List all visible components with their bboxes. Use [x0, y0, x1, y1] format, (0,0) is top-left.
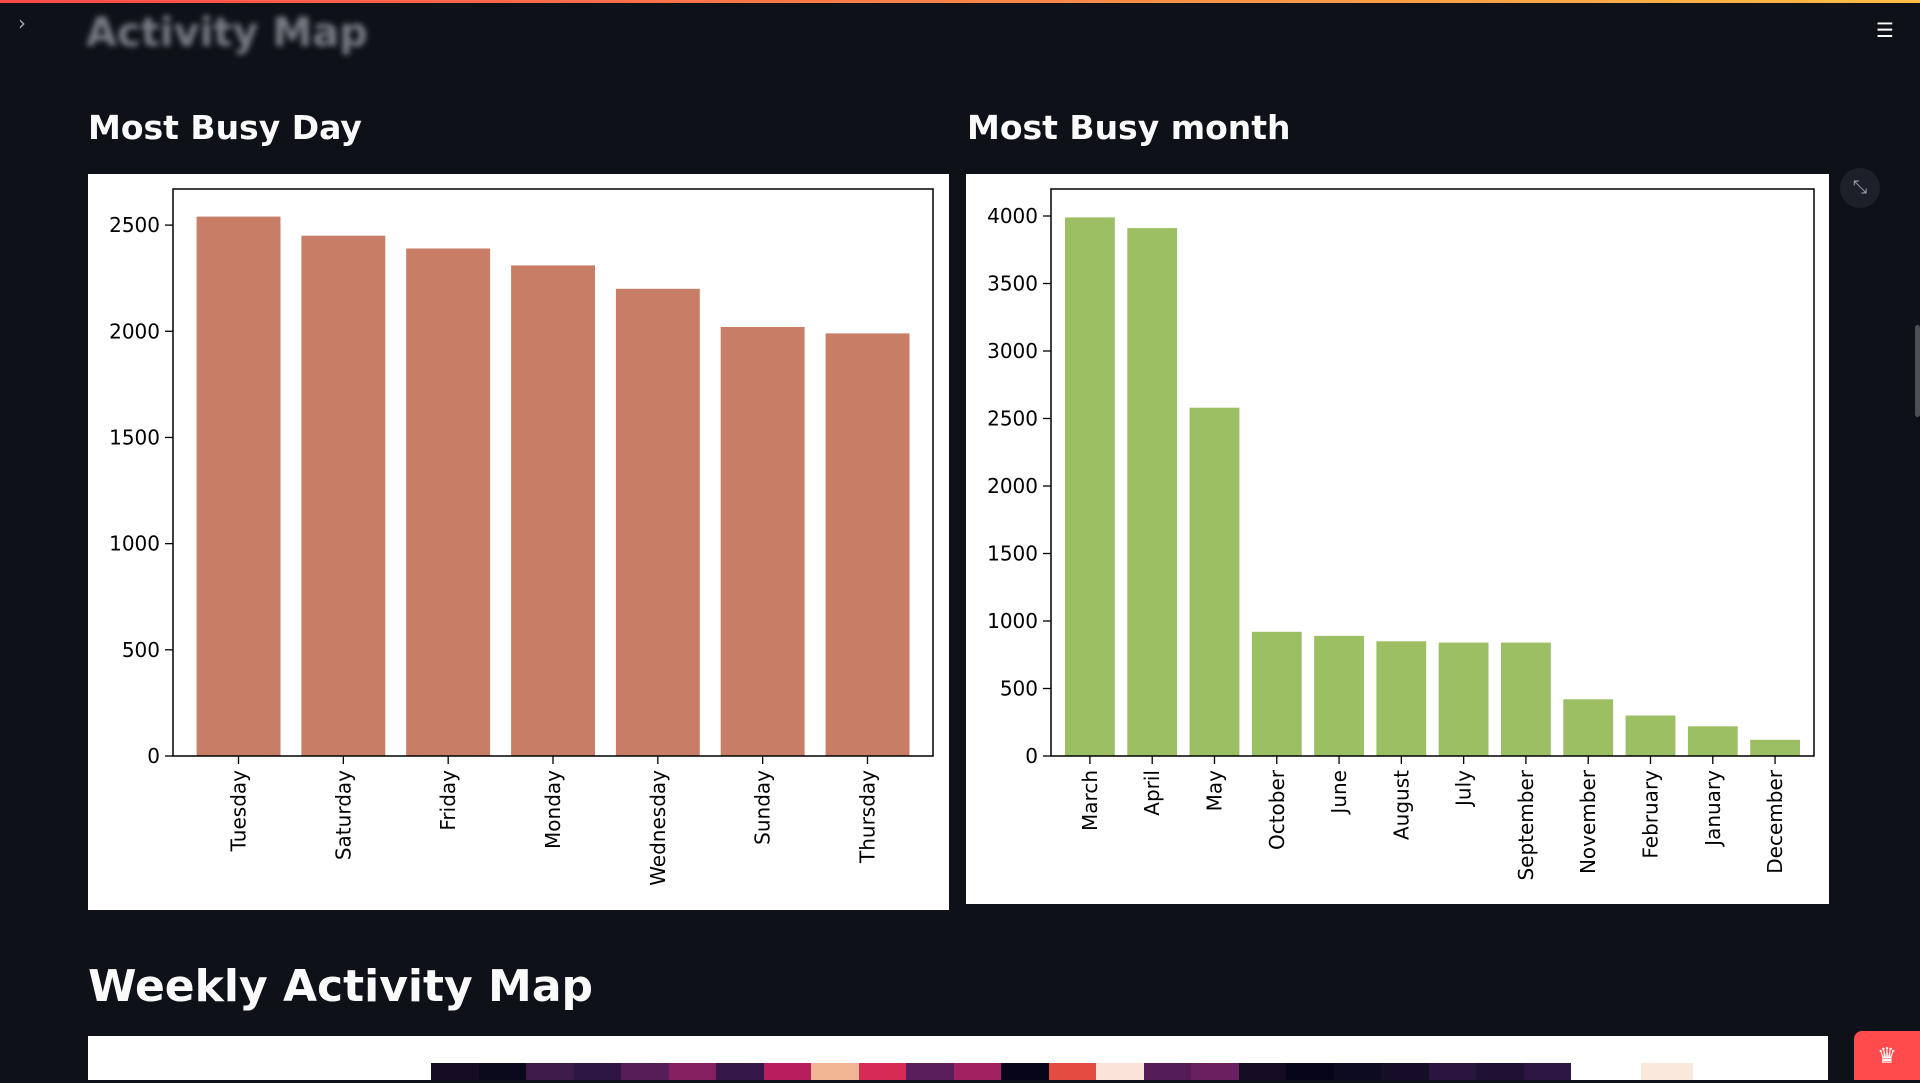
y-tick-label: 4000 — [987, 204, 1038, 228]
bar-december — [1750, 739, 1800, 756]
y-tick-label: 500 — [1000, 677, 1038, 701]
busy-month-bar-chart: March April May October June August July Septem… — [987, 188, 1815, 881]
y-tick-label: 0 — [147, 744, 160, 768]
x-tick-label: Tuesday — [227, 770, 251, 853]
x-tick-label: March — [1078, 770, 1102, 831]
heatmap-cell — [858, 1063, 906, 1080]
bar-monday — [511, 265, 595, 756]
section-title-weekly-activity-map: Weekly Activity Map — [88, 961, 594, 1012]
y-tick-label: 0 — [1025, 744, 1038, 768]
bar-november — [1563, 699, 1614, 756]
x-tick-label: October — [1265, 769, 1289, 850]
y-tick-label: 500 — [122, 638, 160, 662]
x-tick-label: Saturday — [331, 770, 355, 860]
heatmap-cell — [1048, 1063, 1096, 1080]
heatmap-cell — [1001, 1063, 1049, 1080]
heatmap-cell — [1333, 1063, 1381, 1080]
heatmap-cell — [431, 1063, 479, 1080]
heatmap-top-row — [431, 1063, 1571, 1080]
y-tick-label: 2500 — [109, 213, 160, 237]
bar-tuesday — [196, 216, 281, 757]
chart-card-busy-day: Tuesday Saturday Friday Monday Wednesday Sund… — [88, 174, 949, 910]
heatmap-card — [88, 1036, 1828, 1080]
y-tick-label: 3000 — [987, 339, 1038, 363]
heatmap-cell — [1286, 1063, 1334, 1080]
bar-august — [1376, 641, 1427, 757]
x-tick-label: January — [1701, 770, 1725, 848]
bar-july — [1438, 642, 1489, 756]
y-tick-label: 2500 — [987, 407, 1038, 431]
crown-icon[interactable]: ♛ — [1854, 1031, 1920, 1080]
heatmap-cell — [668, 1063, 716, 1080]
x-tick-label: November — [1576, 769, 1600, 874]
expand-icon[interactable]: ⤡ — [1840, 168, 1880, 208]
heatmap-cell — [1381, 1063, 1429, 1080]
x-tick-label: Friday — [436, 770, 460, 831]
bar-april — [1127, 228, 1178, 757]
heatmap-cell — [1523, 1063, 1571, 1080]
section-title-most-busy-day: Most Busy Day — [88, 108, 362, 147]
y-tick-label: 1000 — [987, 609, 1038, 633]
section-title-most-busy-month: Most Busy month — [967, 108, 1291, 147]
heatmap-cell — [1428, 1063, 1476, 1080]
bar-saturday — [301, 235, 386, 756]
bar-february — [1625, 715, 1676, 756]
top-decoration-stripe — [0, 0, 1920, 3]
bar-thursday — [825, 333, 910, 756]
x-tick-label: December — [1763, 769, 1787, 873]
x-tick-label: February — [1639, 770, 1663, 859]
plot-frame — [1050, 188, 1815, 757]
heatmap-cell — [1191, 1063, 1239, 1080]
bar-wednesday — [615, 288, 700, 756]
x-tick-label: Thursday — [856, 770, 880, 864]
hamburger-menu-icon[interactable]: ☰ — [1876, 18, 1894, 42]
heatmap-cell — [906, 1063, 954, 1080]
bar-march — [1065, 217, 1115, 756]
heatmap-cell — [1476, 1063, 1524, 1080]
heatmap-cell — [953, 1063, 1001, 1080]
y-tick-label: 1000 — [109, 532, 160, 556]
x-tick-label: August — [1389, 770, 1413, 840]
y-tick-label: 1500 — [109, 425, 160, 449]
y-tick-label: 3500 — [987, 272, 1038, 296]
heatmap-cell — [478, 1063, 526, 1080]
plot-frame — [172, 188, 934, 757]
heatmap-cell — [1641, 1063, 1693, 1080]
bar-september — [1501, 642, 1551, 756]
x-tick-label: April — [1140, 770, 1164, 816]
bar-january — [1687, 726, 1738, 756]
x-tick-label: July — [1452, 770, 1476, 808]
heatmap-cell — [1143, 1063, 1191, 1080]
bar-sunday — [720, 327, 805, 756]
bar-october — [1251, 631, 1302, 756]
busy-day-bar-chart: Tuesday Saturday Friday Monday Wednesday Sund… — [109, 188, 934, 886]
heatmap-cell — [1238, 1063, 1286, 1080]
heatmap-cell — [526, 1063, 574, 1080]
y-tick-label: 2000 — [987, 474, 1038, 498]
x-tick-label: June — [1327, 770, 1351, 816]
heatmap-cell — [763, 1063, 811, 1080]
bar-friday — [406, 248, 491, 756]
x-tick-label: Wednesday — [646, 770, 670, 886]
x-tick-label: Monday — [541, 770, 565, 849]
y-tick-label: 2000 — [109, 319, 160, 343]
heatmap-cell — [1096, 1063, 1144, 1080]
bar-may — [1189, 407, 1240, 756]
heatmap-cell — [573, 1063, 621, 1080]
heatmap-cell — [716, 1063, 764, 1080]
page-title: Activity Map — [86, 10, 368, 56]
x-tick-label: Sunday — [751, 770, 775, 845]
bar-june — [1314, 635, 1364, 756]
x-tick-label: September — [1514, 769, 1538, 880]
chart-card-busy-month: March April May October June August July Septem… — [966, 174, 1829, 904]
heatmap-cell — [621, 1063, 669, 1080]
scrollbar-thumb[interactable] — [1915, 325, 1920, 417]
x-tick-label: May — [1203, 770, 1227, 812]
y-tick-label: 1500 — [987, 542, 1038, 566]
heatmap-cell — [811, 1063, 859, 1080]
chevron-right-icon[interactable]: › — [18, 11, 26, 35]
